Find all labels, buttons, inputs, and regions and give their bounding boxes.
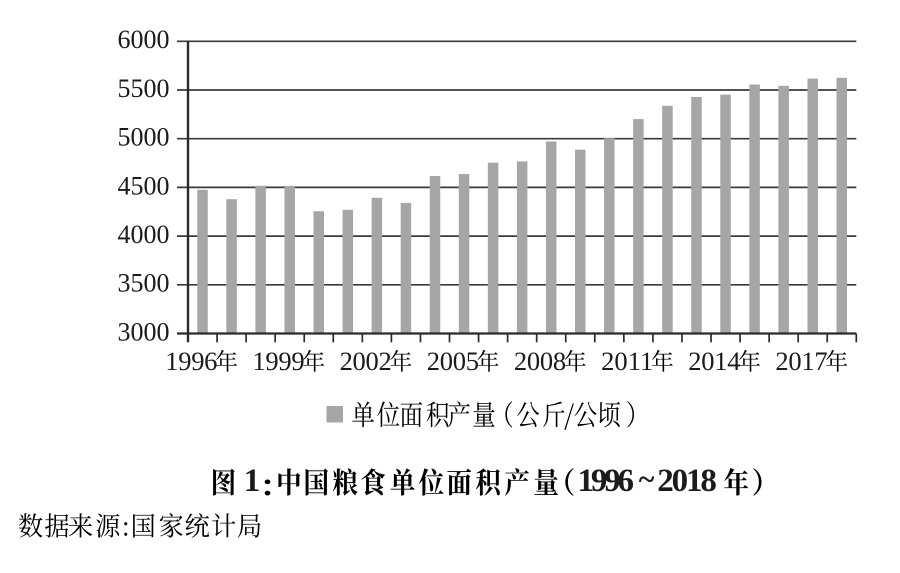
svg-text:2018: 2018 — [657, 463, 717, 499]
svg-text:4000: 4000 — [118, 220, 170, 249]
svg-text:2014: 2014 — [688, 346, 740, 376]
svg-text:2017: 2017 — [775, 346, 827, 376]
svg-text:2011: 2011 — [601, 346, 653, 376]
svg-text:2005: 2005 — [427, 346, 479, 376]
svg-text:~: ~ — [639, 463, 655, 496]
svg-text:5500: 5500 — [118, 74, 170, 103]
svg-text:1999: 1999 — [252, 346, 304, 376]
svg-text:6000: 6000 — [118, 25, 170, 54]
svg-text:3000: 3000 — [118, 317, 170, 346]
svg-text:1: 1 — [244, 463, 260, 499]
svg-text:2008: 2008 — [514, 346, 566, 376]
svg-text:4500: 4500 — [118, 171, 170, 200]
svg-text:5000: 5000 — [118, 123, 170, 152]
svg-text:2002: 2002 — [340, 346, 392, 376]
svg-text:3500: 3500 — [118, 269, 170, 298]
svg-text:1996: 1996 — [165, 346, 217, 376]
svg-text:1996: 1996 — [578, 463, 635, 499]
